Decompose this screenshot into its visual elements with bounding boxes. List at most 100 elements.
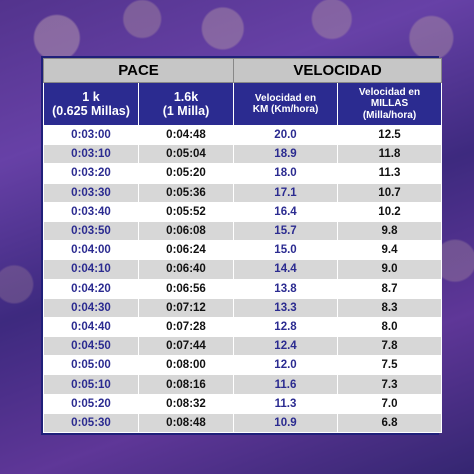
pace-km-cell: 0:04:10 <box>43 259 139 280</box>
pace-km-cell: 0:05:00 <box>43 355 139 376</box>
kmh-cell: 15.0 <box>233 240 338 261</box>
pace-velocity-table: PACE VELOCIDAD 1 k (0.625 Millas) 1.6k (… <box>43 58 442 434</box>
column-header-row: 1 k (0.625 Millas) 1.6k (1 Milla) Veloci… <box>43 82 442 126</box>
pace-km-cell: 0:03:40 <box>43 201 139 222</box>
pace-km-cell: 0:05:10 <box>43 374 139 395</box>
mph-cell: 10.7 <box>337 182 442 203</box>
col-header-1-6k-line2: (1 Milla) <box>162 104 210 118</box>
pace-mile-cell: 0:08:48 <box>138 412 234 434</box>
mph-cell: 11.8 <box>337 144 442 165</box>
col-header-1-6k: 1.6k (1 Milla) <box>138 82 234 126</box>
col-header-1k-line2: (0.625 Millas) <box>52 104 130 118</box>
table-row: 0:03:50 0:06:08 15.7 9.8 <box>43 220 442 242</box>
mph-cell: 7.8 <box>337 336 442 357</box>
table-row: 0:03:10 0:05:04 18.9 11.8 <box>43 144 442 165</box>
mph-cell: 10.2 <box>337 201 442 222</box>
pace-mile-cell: 0:07:44 <box>138 336 234 357</box>
col-header-kmh-line2: KM (Km/hora) <box>252 104 319 115</box>
kmh-cell: 10.9 <box>233 412 338 434</box>
mph-cell: 11.3 <box>337 163 442 184</box>
col-header-kmh: Velocidad en KM (Km/hora) <box>233 82 338 126</box>
kmh-cell: 14.4 <box>233 259 338 280</box>
kmh-cell: 11.6 <box>233 374 338 395</box>
mph-cell: 8.3 <box>337 297 442 318</box>
mph-cell: 7.5 <box>337 355 442 376</box>
kmh-cell: 17.1 <box>233 182 338 203</box>
col-header-1k: 1 k (0.625 Millas) <box>43 82 139 126</box>
table-row: 0:03:40 0:05:52 16.4 10.2 <box>43 201 442 222</box>
pace-velocity-table-container: PACE VELOCIDAD 1 k (0.625 Millas) 1.6k (… <box>41 56 442 435</box>
table-row: 0:04:30 0:07:12 13.3 8.3 <box>43 297 442 318</box>
pace-mile-cell: 0:05:52 <box>138 201 234 222</box>
mph-cell: 8.7 <box>337 278 442 299</box>
table-row: 0:05:30 0:08:48 10.9 6.8 <box>43 412 442 434</box>
pace-km-cell: 0:04:40 <box>43 316 139 338</box>
kmh-cell: 12.0 <box>233 355 338 376</box>
pace-km-cell: 0:04:20 <box>43 278 139 299</box>
pace-mile-cell: 0:05:36 <box>138 182 234 203</box>
pace-km-cell: 0:05:30 <box>43 412 139 434</box>
table-row: 0:05:20 0:08:32 11.3 7.0 <box>43 393 442 414</box>
pace-mile-cell: 0:08:00 <box>138 355 234 376</box>
group-header-row: PACE VELOCIDAD <box>43 58 442 83</box>
table-row: 0:04:10 0:06:40 14.4 9.0 <box>43 259 442 280</box>
mph-cell: 7.3 <box>337 374 442 395</box>
table-row: 0:04:40 0:07:28 12.8 8.0 <box>43 316 442 338</box>
table-row: 0:03:00 0:04:48 20.0 12.5 <box>43 124 442 146</box>
col-header-mph: Velocidad en MILLAS (Milla/hora) <box>337 82 442 126</box>
mph-cell: 8.0 <box>337 316 442 338</box>
col-header-mph-line2: MILLAS <box>370 98 409 110</box>
kmh-cell: 12.4 <box>233 336 338 357</box>
mph-cell: 9.4 <box>337 240 442 261</box>
pace-km-cell: 0:04:50 <box>43 336 139 357</box>
pace-km-cell: 0:04:00 <box>43 240 139 261</box>
table-row: 0:04:00 0:06:24 15.0 9.4 <box>43 240 442 261</box>
table-body: 0:03:00 0:04:48 20.0 12.5 0:03:10 0:05:04 18.9… <box>43 124 442 434</box>
col-header-mph-line3: (Milla/hora) <box>362 109 417 121</box>
pace-km-cell: 0:04:30 <box>43 297 139 318</box>
table-row: 0:04:20 0:06:56 13.8 8.7 <box>43 278 442 299</box>
table-row: 0:03:30 0:05:36 17.1 10.7 <box>43 182 442 203</box>
pace-mile-cell: 0:06:08 <box>138 220 234 242</box>
kmh-cell: 18.0 <box>233 163 338 184</box>
kmh-cell: 15.7 <box>233 220 338 242</box>
pace-km-cell: 0:05:20 <box>43 393 139 414</box>
kmh-cell: 20.0 <box>233 124 338 146</box>
kmh-cell: 16.4 <box>233 201 338 222</box>
kmh-cell: 11.3 <box>233 393 338 414</box>
pace-mile-cell: 0:06:24 <box>138 240 234 261</box>
pace-km-cell: 0:03:20 <box>43 163 139 184</box>
pace-group-header: PACE <box>43 58 234 83</box>
pace-mile-cell: 0:06:40 <box>138 259 234 280</box>
table-row: 0:05:10 0:08:16 11.6 7.3 <box>43 374 442 395</box>
pace-mile-cell: 0:04:48 <box>138 124 234 146</box>
mph-cell: 12.5 <box>337 124 442 146</box>
pace-mile-cell: 0:05:20 <box>138 163 234 184</box>
table-row: 0:05:00 0:08:00 12.0 7.5 <box>43 355 442 376</box>
col-header-1k-line1: 1 k <box>82 89 100 104</box>
pace-mile-cell: 0:05:04 <box>138 144 234 165</box>
col-header-kmh-line1: Velocidad en <box>254 92 317 104</box>
col-header-1-6k-line1: 1.6k <box>173 89 199 104</box>
mph-cell: 9.8 <box>337 220 442 242</box>
col-header-mph-line1: Velocidad en <box>358 86 421 98</box>
pace-km-cell: 0:03:00 <box>43 124 139 146</box>
pace-km-cell: 0:03:30 <box>43 182 139 203</box>
pace-mile-cell: 0:08:32 <box>138 393 234 414</box>
pace-km-cell: 0:03:10 <box>43 144 139 165</box>
table-row: 0:03:20 0:05:20 18.0 11.3 <box>43 163 442 184</box>
pace-km-cell: 0:03:50 <box>43 220 139 242</box>
mph-cell: 7.0 <box>337 393 442 414</box>
pace-mile-cell: 0:07:28 <box>138 316 234 338</box>
kmh-cell: 13.8 <box>233 278 338 299</box>
table-row: 0:04:50 0:07:44 12.4 7.8 <box>43 336 442 357</box>
pace-mile-cell: 0:07:12 <box>138 297 234 318</box>
mph-cell: 6.8 <box>337 412 442 434</box>
pace-mile-cell: 0:08:16 <box>138 374 234 395</box>
kmh-cell: 18.9 <box>233 144 338 165</box>
kmh-cell: 12.8 <box>233 316 338 338</box>
velocidad-group-header: VELOCIDAD <box>233 58 442 83</box>
mph-cell: 9.0 <box>337 259 442 280</box>
kmh-cell: 13.3 <box>233 297 338 318</box>
pace-mile-cell: 0:06:56 <box>138 278 234 299</box>
